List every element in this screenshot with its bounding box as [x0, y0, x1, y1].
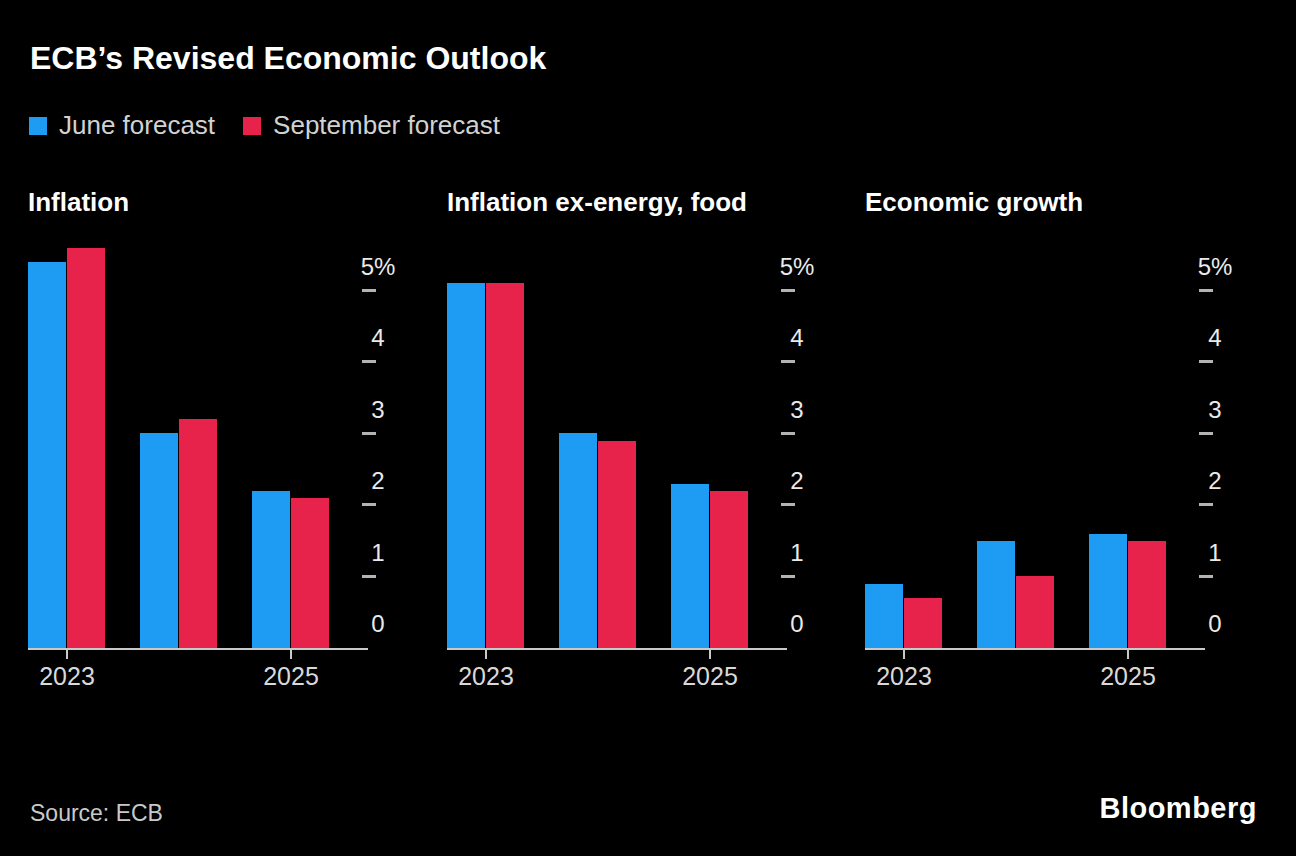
bar-september-2023: [486, 283, 524, 648]
y-axis-tick: [362, 503, 376, 506]
bar-september-2025: [291, 498, 329, 648]
plot-area: 202320255%43210: [447, 185, 847, 715]
y-axis-tick: [781, 503, 795, 506]
x-axis-tick: [485, 650, 487, 659]
y-axis-label: 2: [355, 466, 401, 496]
bar-september-2025: [710, 491, 748, 648]
y-axis-label: 1: [355, 538, 401, 568]
x-axis-label: 2025: [1083, 661, 1173, 691]
y-axis-tick: [362, 575, 376, 578]
legend-item-september: September forecast: [243, 110, 500, 141]
y-axis-tick: [1199, 432, 1213, 435]
y-axis-tick: [781, 360, 795, 363]
bar-september-2023: [67, 248, 105, 648]
plot-area: 202320255%43210: [865, 185, 1265, 715]
june-swatch-icon: [29, 117, 47, 135]
bar-september-2025: [1128, 541, 1166, 648]
y-axis-label: 4: [774, 323, 820, 353]
y-axis-label: 0: [774, 609, 820, 639]
legend: June forecast September forecast: [29, 110, 500, 141]
chart-inflation: Inflation 202320255%43210: [28, 185, 428, 715]
y-axis-label: 5%: [774, 252, 820, 282]
y-axis-tick: [362, 289, 376, 292]
bar-june-2024: [140, 433, 178, 648]
y-axis-label: 1: [1192, 538, 1238, 568]
y-axis-label: 4: [355, 323, 401, 353]
y-axis-tick: [1199, 575, 1213, 578]
y-axis-label: 3: [355, 395, 401, 425]
x-axis-label: 2025: [665, 661, 755, 691]
bar-june-2024: [559, 433, 597, 648]
y-axis-tick: [1199, 360, 1213, 363]
bar-september-2024: [598, 441, 636, 648]
september-swatch-icon: [243, 117, 261, 135]
y-axis-label: 3: [1192, 395, 1238, 425]
y-axis-label: 1: [774, 538, 820, 568]
x-axis-line: [865, 648, 1205, 650]
x-axis-label: 2023: [859, 661, 949, 691]
x-axis-label: 2023: [22, 661, 112, 691]
bar-september-2023: [904, 598, 942, 648]
y-axis-tick: [1199, 503, 1213, 506]
x-axis-label: 2025: [246, 661, 336, 691]
bar-june-2023: [865, 584, 903, 648]
y-axis-tick: [781, 289, 795, 292]
legend-label-june: June forecast: [59, 110, 215, 141]
legend-label-september: September forecast: [273, 110, 500, 141]
legend-item-june: June forecast: [29, 110, 215, 141]
source-attribution: Source: ECB: [30, 800, 163, 827]
chart-canvas: ECB’s Revised Economic Outlook June fore…: [0, 0, 1296, 856]
chart-inflation-ex-energy-food: Inflation ex-energy, food 202320255%4321…: [447, 185, 847, 715]
bar-september-2024: [1016, 576, 1054, 648]
plot-area: 202320255%43210: [28, 185, 428, 715]
bar-june-2023: [28, 262, 66, 648]
y-axis-tick: [781, 575, 795, 578]
bloomberg-logo: Bloomberg: [1099, 792, 1257, 825]
y-axis-label: 2: [774, 466, 820, 496]
bar-june-2025: [1089, 534, 1127, 648]
y-axis-label: 0: [1192, 609, 1238, 639]
bar-september-2024: [179, 419, 217, 648]
x-axis-tick: [903, 650, 905, 659]
y-axis-tick: [362, 432, 376, 435]
y-axis-tick: [781, 432, 795, 435]
bar-june-2023: [447, 283, 485, 648]
chart-economic-growth: Economic growth 202320255%43210: [865, 185, 1265, 715]
y-axis-tick: [1199, 289, 1213, 292]
y-axis-label: 0: [355, 609, 401, 639]
x-axis-tick: [709, 650, 711, 659]
page-title: ECB’s Revised Economic Outlook: [30, 40, 546, 77]
x-axis-line: [447, 648, 787, 650]
y-axis-label: 4: [1192, 323, 1238, 353]
y-axis-label: 5%: [1192, 252, 1238, 282]
bar-june-2025: [252, 491, 290, 648]
x-axis-tick: [290, 650, 292, 659]
bar-june-2025: [671, 484, 709, 648]
y-axis-label: 2: [1192, 466, 1238, 496]
x-axis-tick: [1127, 650, 1129, 659]
y-axis-label: 3: [774, 395, 820, 425]
y-axis-label: 5%: [355, 252, 401, 282]
x-axis-tick: [66, 650, 68, 659]
bar-june-2024: [977, 541, 1015, 648]
x-axis-line: [28, 648, 368, 650]
y-axis-tick: [362, 360, 376, 363]
x-axis-label: 2023: [441, 661, 531, 691]
